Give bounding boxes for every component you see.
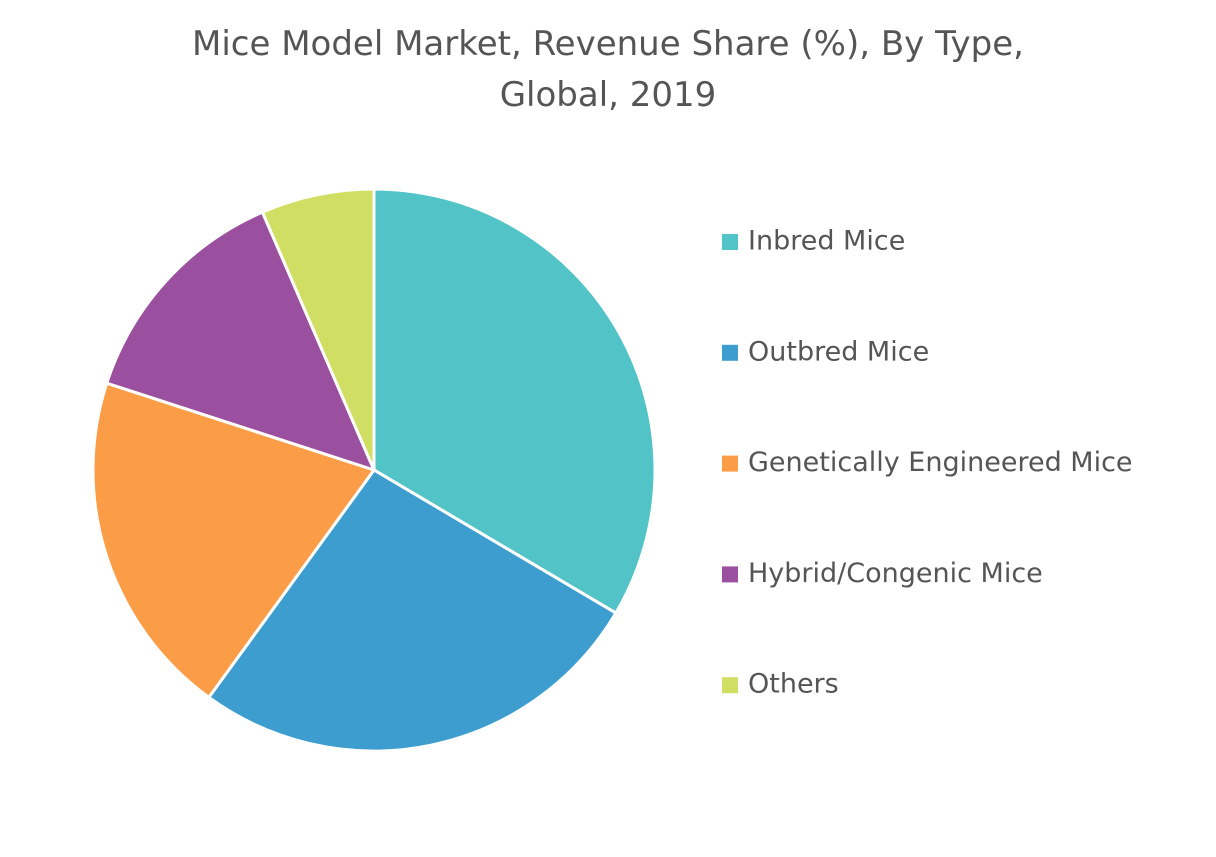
pie-slice xyxy=(91,381,377,700)
pie-slice xyxy=(206,468,618,753)
chart-title: Mice Model Market, Revenue Share (%), By… xyxy=(192,24,1024,64)
legend-label: Genetically Engineered Mice xyxy=(748,447,1133,478)
legend-swatch xyxy=(722,234,738,250)
legend-swatch xyxy=(722,677,738,694)
pie-slice xyxy=(104,210,377,473)
pie-slice xyxy=(372,187,657,616)
legend-label: Others xyxy=(748,669,839,700)
legend-swatch xyxy=(722,344,738,361)
legend-swatch xyxy=(722,566,738,583)
legend-label: Inbred Mice xyxy=(748,226,905,257)
legend-label: Hybrid/Congenic Mice xyxy=(748,558,1043,589)
legend-swatch xyxy=(722,455,738,472)
legend-label: Outbred Mice xyxy=(748,336,929,367)
chart-title: Global, 2019 xyxy=(500,75,717,115)
pie-slice xyxy=(260,187,376,471)
